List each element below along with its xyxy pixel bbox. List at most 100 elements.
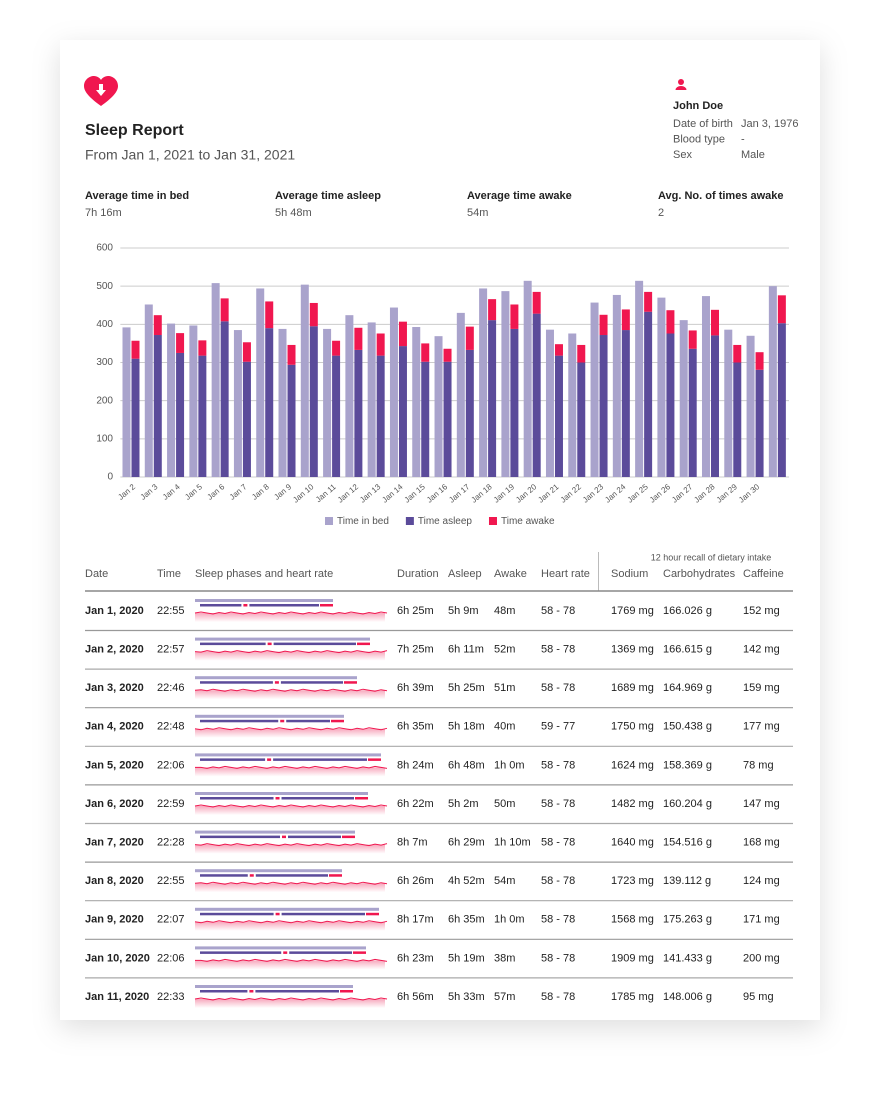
- hr-line: [194, 611, 388, 615]
- hr-area: [195, 806, 385, 815]
- phase-bed: [195, 753, 381, 757]
- phase-asleep: [288, 835, 341, 839]
- bar: [577, 344, 586, 363]
- user-icon-body: [675, 86, 687, 90]
- bar: [332, 355, 341, 477]
- bar: [176, 333, 185, 353]
- bar: [287, 364, 296, 477]
- cell: 1723 mg: [611, 875, 654, 887]
- cell: 1624 mg: [611, 759, 654, 771]
- phase-awake: [280, 719, 285, 723]
- hr-line: [194, 650, 388, 654]
- bar: [421, 361, 430, 477]
- hr-area: [195, 921, 385, 931]
- bar: [554, 344, 563, 356]
- bar: [545, 329, 554, 477]
- y-tick-label: 300: [96, 357, 113, 368]
- hr-line: [195, 958, 388, 962]
- phase-awake: [320, 604, 333, 607]
- y-tick-label: 400: [96, 319, 113, 330]
- cell: 200 mg: [743, 952, 780, 964]
- bar: [621, 330, 630, 477]
- cell: 8h 24m: [397, 759, 434, 771]
- cell: 5h 19m: [448, 952, 485, 964]
- cell: 6h 25m: [397, 605, 434, 617]
- hr-area: [195, 728, 385, 738]
- cell: Jan 9, 2020: [85, 914, 144, 926]
- cell: 141.433 g: [663, 952, 712, 964]
- bar: [577, 362, 586, 477]
- bar: [488, 320, 497, 477]
- cell: 51m: [494, 682, 515, 694]
- bar: [443, 361, 452, 477]
- group-label: 12 hour recall of dietary intake: [651, 552, 772, 562]
- bar: [131, 340, 140, 359]
- bar: [666, 333, 675, 477]
- stat-label: Average time in bed: [85, 190, 189, 202]
- bar: [666, 310, 675, 334]
- bar: [644, 311, 653, 477]
- cell: Jan 6, 2020: [85, 798, 144, 810]
- cell: 8h 7m: [397, 837, 428, 849]
- bar: [599, 335, 608, 477]
- legend-swatch: [325, 517, 333, 525]
- phase-awake: [366, 912, 379, 916]
- bar: [354, 327, 363, 350]
- cell: 58 - 78: [541, 759, 575, 771]
- bar: [220, 321, 229, 477]
- column-header: Time: [157, 568, 181, 580]
- cell: 22:07: [157, 914, 185, 926]
- cell: 78 mg: [743, 759, 774, 771]
- bar: [309, 302, 318, 327]
- heart-arrow: [96, 84, 106, 96]
- bar: [688, 348, 697, 477]
- phase-awake: [275, 797, 280, 800]
- phase-awake: [357, 642, 370, 646]
- bar: [688, 330, 697, 349]
- stat-value: 7h 16m: [85, 207, 122, 219]
- cell: 5h 25m: [448, 682, 485, 694]
- y-tick-label: 0: [107, 472, 113, 483]
- cell: 58 - 78: [541, 837, 575, 849]
- bar: [242, 361, 251, 477]
- cell: 58 - 78: [541, 991, 575, 1003]
- y-tick-label: 600: [96, 243, 113, 254]
- column-header: Heart rate: [541, 568, 590, 580]
- bar: [421, 343, 430, 362]
- bar: [323, 328, 332, 477]
- legend-swatch: [405, 517, 414, 525]
- cell: 1h 0m: [494, 759, 525, 771]
- phase-bed: [195, 676, 357, 680]
- bar: [710, 309, 719, 336]
- phase-bed: [195, 792, 368, 795]
- phase-asleep: [289, 951, 352, 954]
- phase-asleep: [200, 681, 273, 684]
- hr-area: [195, 613, 385, 622]
- phase-asleep: [255, 990, 339, 993]
- cell: 22:46: [157, 682, 185, 694]
- hr-area: [195, 999, 385, 1008]
- hr-line: [194, 804, 388, 808]
- cell: Jan 10, 2020: [85, 952, 150, 964]
- bar: [554, 355, 563, 477]
- cell: Jan 2, 2020: [85, 644, 144, 656]
- bar: [465, 349, 474, 477]
- cell: 147 mg: [743, 798, 780, 810]
- cell: 171 mg: [743, 914, 780, 926]
- cell: 57m: [494, 991, 515, 1003]
- column-header: Caffeine: [743, 568, 784, 580]
- cell: 175.263 g: [663, 914, 712, 926]
- phase-awake: [249, 874, 254, 877]
- bar: [510, 304, 519, 329]
- bar: [724, 329, 733, 477]
- bar: [144, 304, 153, 477]
- column-header: Sleep phases and heart rate: [195, 568, 333, 580]
- cell: 150.438 g: [663, 721, 712, 733]
- cell: Jan 3, 2020: [85, 682, 144, 694]
- phase-asleep: [249, 604, 319, 607]
- cell: 1h 10m: [494, 837, 531, 849]
- bar: [701, 296, 710, 477]
- phase-awake: [282, 835, 286, 839]
